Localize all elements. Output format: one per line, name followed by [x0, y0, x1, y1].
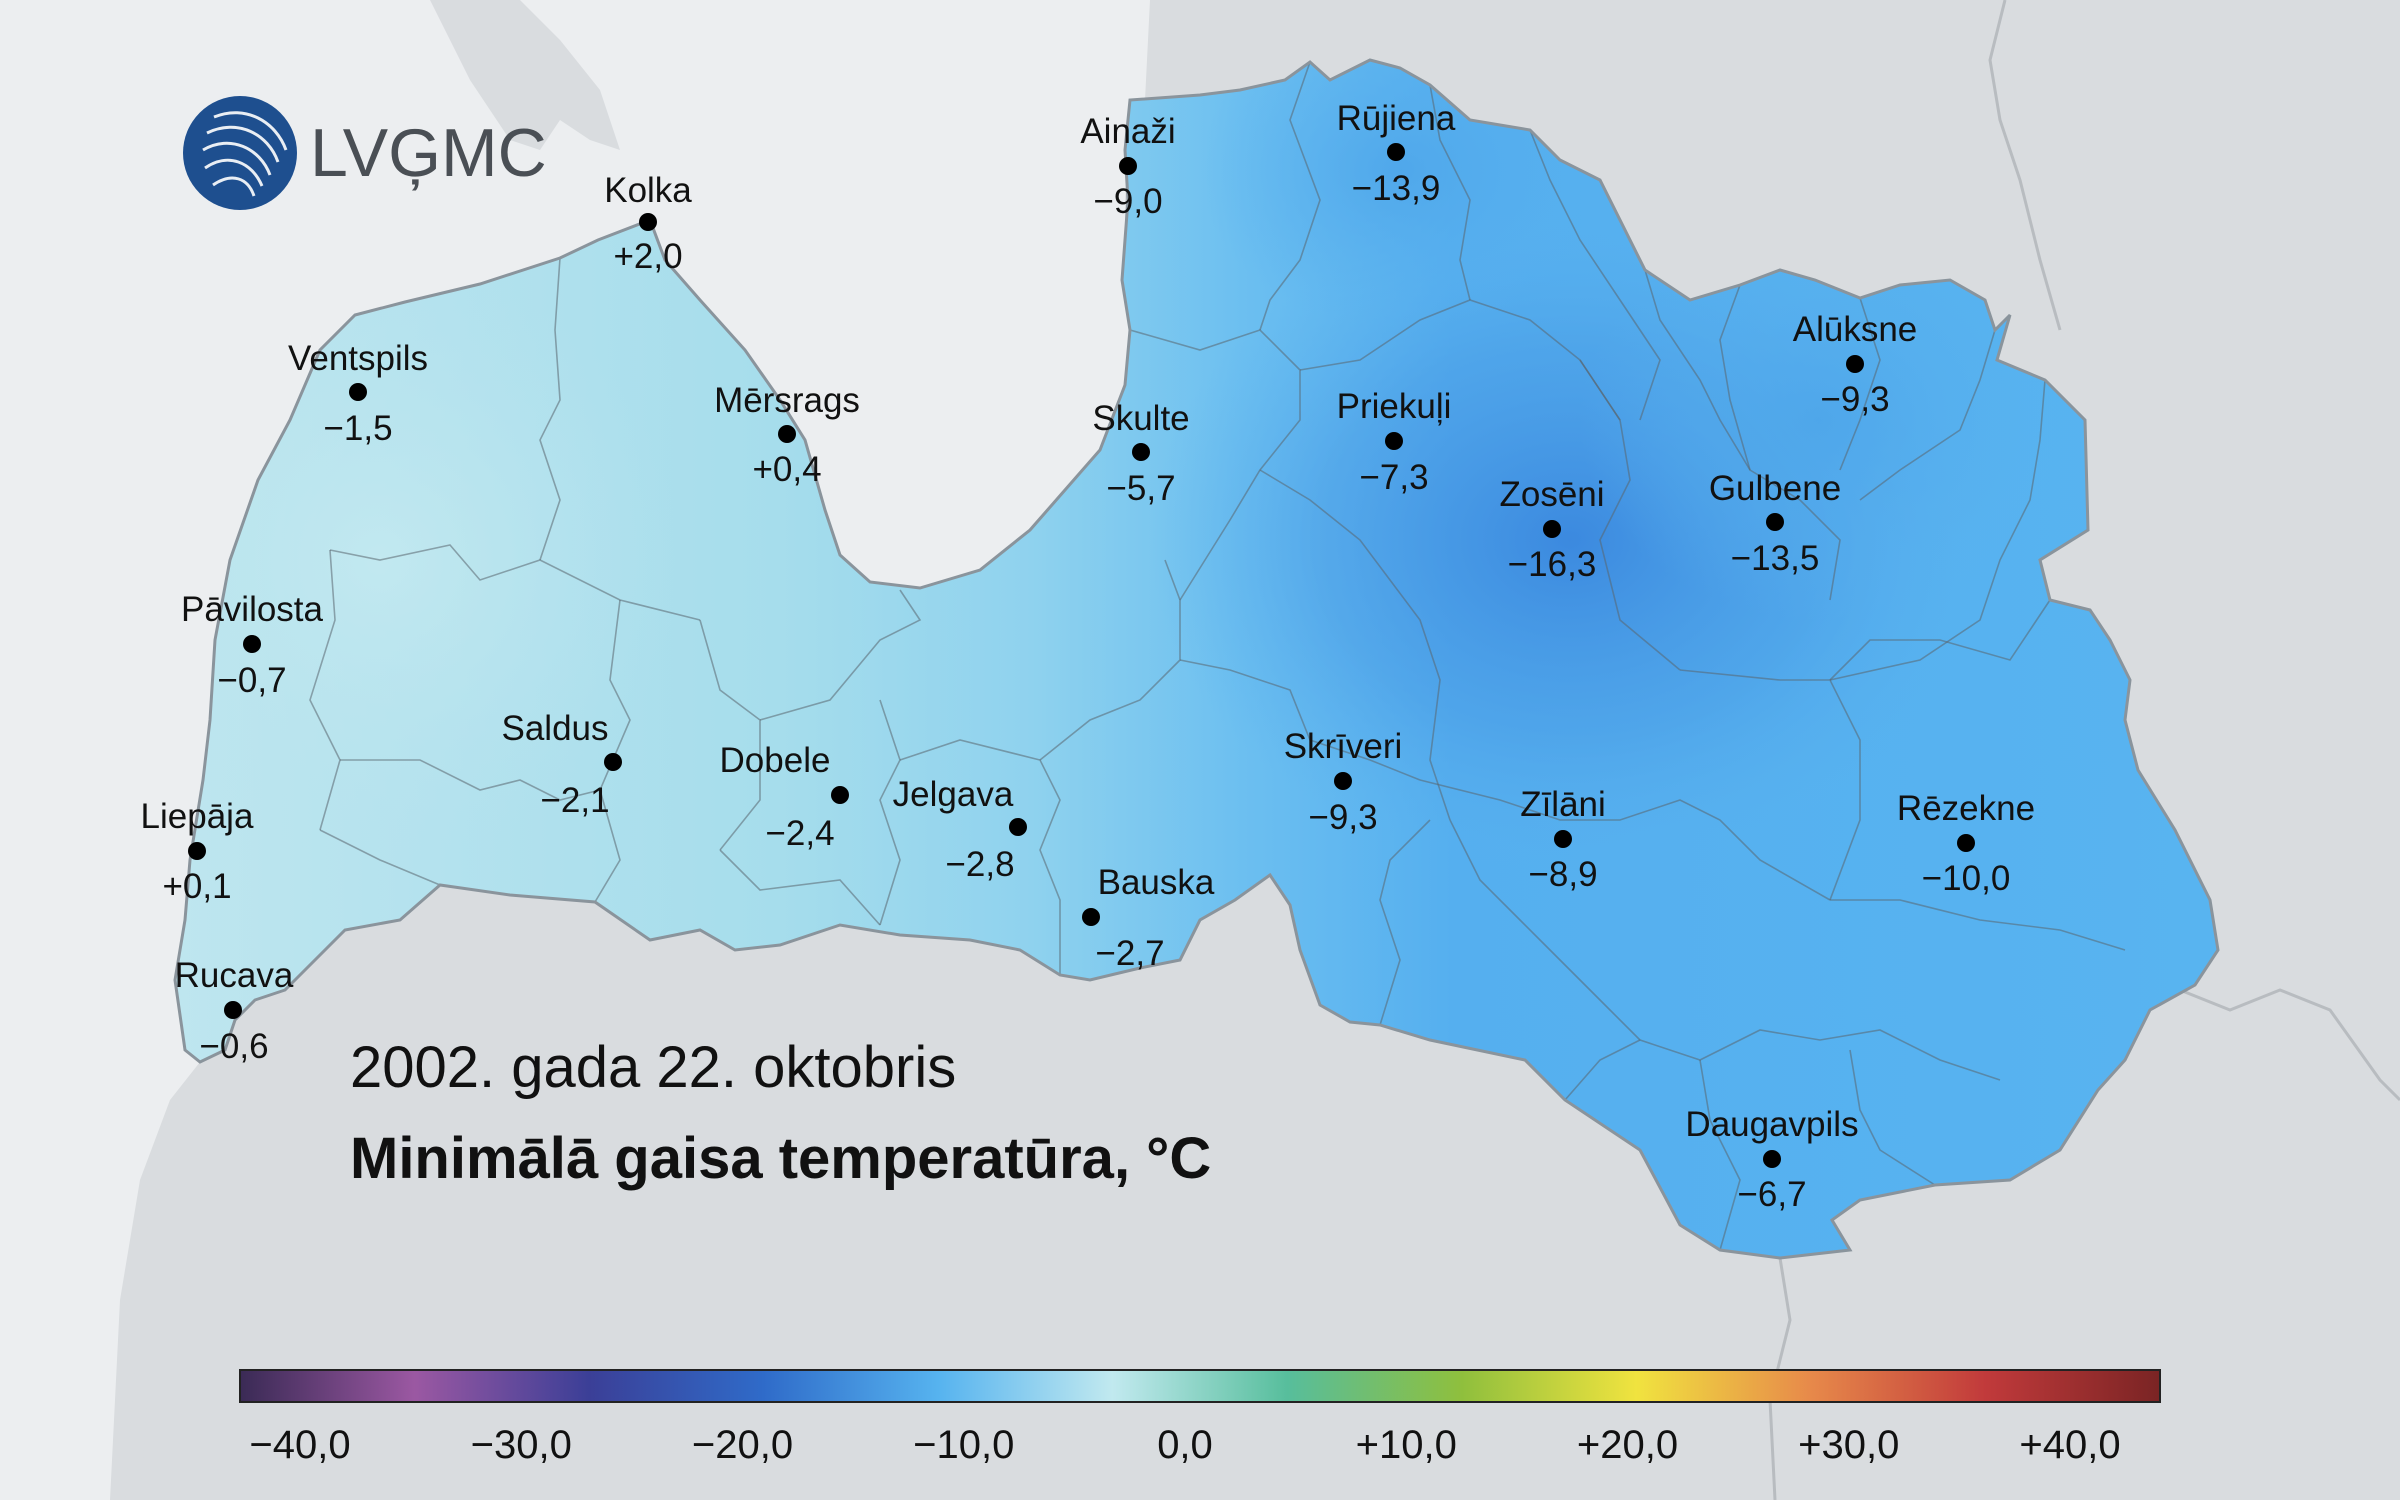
- station-value: −6,7: [1737, 1175, 1806, 1214]
- colorbar-scale: [239, 1369, 2161, 1403]
- station-name: Zīlāni: [1520, 785, 1606, 824]
- station-value: +2,0: [613, 237, 682, 276]
- date-label: 2002. gada 22. oktobris: [350, 1035, 956, 1100]
- station-rujiena[interactable]: Rūjiena −13,9: [1337, 99, 1456, 208]
- region-boundaries: [309, 61, 2126, 1251]
- baltic-sea: [0, 0, 1150, 1500]
- station-name: Zosēni: [1499, 475, 1604, 514]
- station-name: Gulbene: [1709, 469, 1841, 508]
- map-title: Minimālā gaisa temperatūra, °C: [350, 1126, 1211, 1191]
- station-value: −13,5: [1731, 539, 1820, 578]
- country-border-south: [2179, 988, 2400, 1102]
- station-kolka[interactable]: Kolka +2,0: [604, 171, 692, 276]
- colorbar-tick-label: +30,0: [1798, 1423, 1899, 1467]
- latvia-outline: [173, 58, 2220, 1260]
- colorbar-tick-label: 0,0: [1157, 1423, 1213, 1467]
- station-value: +0,1: [162, 867, 231, 906]
- station-name: Priekuļi: [1337, 387, 1452, 426]
- station-value: −2,7: [1095, 934, 1164, 973]
- station-ventspils[interactable]: Ventspils −1,5: [288, 339, 428, 448]
- station-name: Mērsrags: [714, 381, 860, 420]
- station-value: −5,7: [1106, 469, 1175, 508]
- station-value: −0,6: [199, 1027, 268, 1066]
- station-bauska[interactable]: Bauska −2,7: [1082, 863, 1215, 973]
- station-skriveri[interactable]: Skrīveri −9,3: [1284, 727, 1403, 837]
- station-name: Ainaži: [1080, 112, 1175, 151]
- station-liepaja[interactable]: Liepāja +0,1: [141, 797, 254, 906]
- station-value: −13,9: [1352, 169, 1441, 208]
- colorbar-tick-label: −10,0: [913, 1423, 1014, 1467]
- station-skulte[interactable]: Skulte −5,7: [1092, 399, 1189, 508]
- station-name: Daugavpils: [1685, 1105, 1858, 1144]
- station-jelgava[interactable]: Jelgava −2,8: [893, 775, 1027, 884]
- station-saldus[interactable]: Saldus −2,1: [501, 709, 622, 820]
- colorbar-tick-label: −40,0: [249, 1423, 350, 1467]
- station-name: Saldus: [501, 709, 608, 748]
- station-value: −0,7: [217, 661, 286, 700]
- station-name: Ventspils: [288, 339, 428, 378]
- station-dobele[interactable]: Dobele −2,4: [720, 741, 849, 853]
- station-name: Rucava: [175, 956, 294, 995]
- station-rezekne[interactable]: Rēzekne −10,0: [1897, 789, 2035, 898]
- station-pavilosta[interactable]: Pāvilosta −0,7: [181, 590, 324, 700]
- station-ainazi[interactable]: Ainaži −9,0: [1080, 112, 1175, 221]
- station-value: −2,4: [765, 814, 834, 853]
- station-value: +0,4: [752, 450, 821, 489]
- station-name: Kolka: [604, 171, 692, 210]
- station-value: −10,0: [1922, 859, 2011, 898]
- station-rucava[interactable]: Rucava −0,6: [175, 956, 294, 1066]
- colorbar-tick-label: +40,0: [2019, 1423, 2120, 1467]
- lvgmc-logo: LVĢMC: [183, 96, 547, 210]
- station-name: Skrīveri: [1284, 727, 1403, 766]
- colorbar-tick-label: −30,0: [471, 1423, 572, 1467]
- colorbar-tick-label: +20,0: [1577, 1423, 1678, 1467]
- logo-text: LVĢMC: [310, 115, 547, 191]
- station-zilani[interactable]: Zīlāni −8,9: [1520, 785, 1606, 894]
- saaremaa-island: [430, 0, 620, 150]
- station-name: Liepāja: [141, 797, 254, 836]
- station-name: Dobele: [720, 741, 831, 780]
- station-priekuli[interactable]: Priekuļi −7,3: [1337, 387, 1452, 497]
- station-name: Bauska: [1098, 863, 1215, 902]
- station-value: −7,3: [1359, 458, 1428, 497]
- station-gulbene[interactable]: Gulbene −13,5: [1709, 469, 1841, 578]
- station-value: −16,3: [1508, 545, 1597, 584]
- station-name: Alūksne: [1793, 310, 1918, 349]
- station-value: −9,3: [1820, 380, 1889, 419]
- colorbar-ticks: −40,0 −30,0 −20,0 −10,0 0,0 +10,0 +20,0 +30,0 +4…: [249, 1423, 2120, 1467]
- logo-wave-icon: [202, 111, 288, 197]
- station-name: Rūjiena: [1337, 99, 1456, 138]
- colorbar: −40,0 −30,0 −20,0 −10,0 0,0 +10,0 +20,0 +30,0 +4…: [239, 1369, 2161, 1467]
- station-value: −8,9: [1528, 855, 1597, 894]
- station-name: Rēzekne: [1897, 789, 2035, 828]
- station-value: −1,5: [323, 409, 392, 448]
- station-value: −2,8: [945, 845, 1014, 884]
- station-aluksne[interactable]: Alūksne −9,3: [1793, 310, 1918, 419]
- station-mersrags[interactable]: Mērsrags +0,4: [714, 381, 860, 489]
- colorbar-tick-label: +10,0: [1356, 1423, 1457, 1467]
- station-name: Pāvilosta: [181, 590, 324, 629]
- country-border-east: [1988, 0, 2062, 331]
- station-value: −2,1: [540, 781, 609, 820]
- colorbar-tick-label: −20,0: [692, 1423, 793, 1467]
- station-name: Skulte: [1092, 399, 1189, 438]
- station-zoseni[interactable]: Zosēni −16,3: [1499, 475, 1604, 584]
- country-border-south2: [1768, 1257, 1792, 1500]
- station-name: Jelgava: [893, 775, 1014, 814]
- curonian-spit: [125, 1170, 170, 1500]
- station-value: −9,3: [1308, 798, 1377, 837]
- station-value: −9,0: [1093, 182, 1162, 221]
- station-layer: Kolka +2,0 Ventspils −1,5 Mērsrags +0,4 Pāv…: [141, 99, 2036, 1214]
- station-daugavpils[interactable]: Daugavpils −6,7: [1685, 1105, 1858, 1214]
